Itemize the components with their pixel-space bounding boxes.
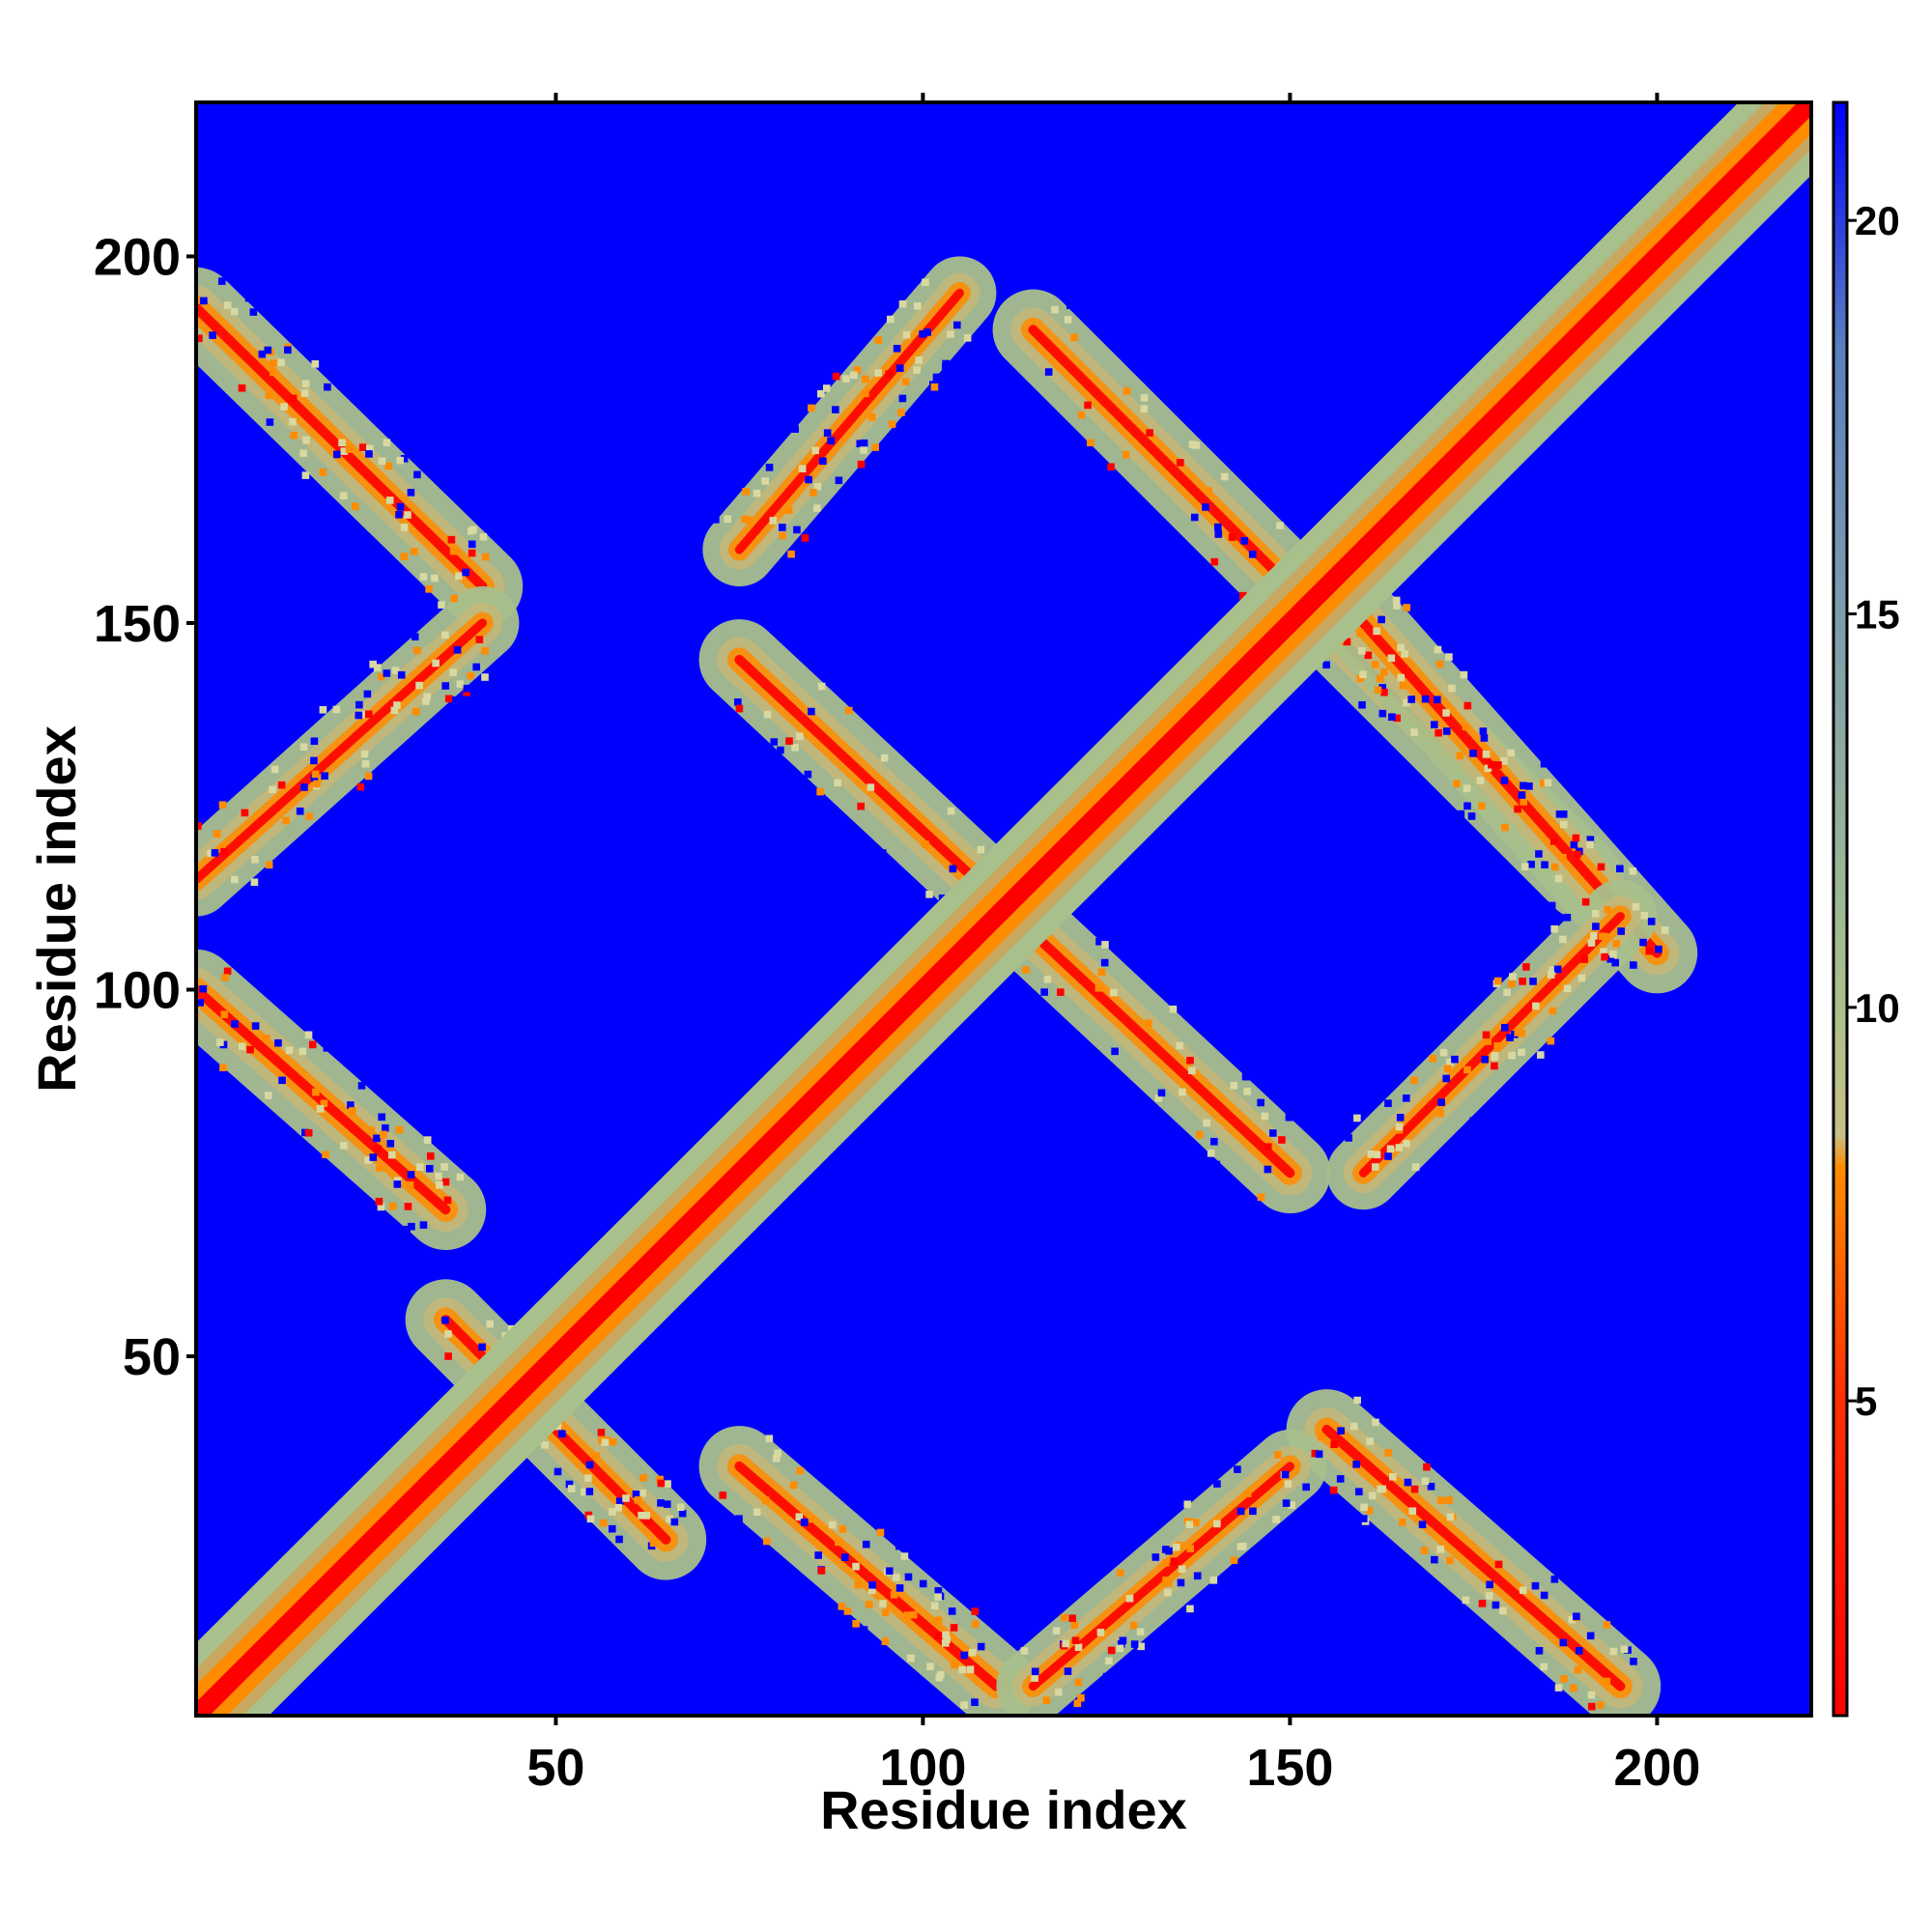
- y-tick-label-0: 50: [123, 1328, 181, 1386]
- x-axis-title: Residue index: [820, 1779, 1187, 1840]
- parallel-band-3-layer-3: [1358, 912, 1625, 1178]
- diagonal-layer-3: [196, 102, 1811, 1716]
- plot-frame: [194, 100, 1813, 1718]
- colorbar-tick-label-2: 15: [1855, 592, 1900, 638]
- x-tick-label-0: 50: [526, 1739, 584, 1797]
- y-tick-label-3: 200: [94, 228, 181, 286]
- x-tick-label-1: 100: [879, 1739, 966, 1797]
- colorbar-tick-label-1: 10: [1855, 985, 1900, 1031]
- antiparallel-band-6-layer-3: [1321, 1424, 1626, 1691]
- colorbar-tick-label-0: 5: [1855, 1378, 1877, 1424]
- y-axis-title: Residue index: [26, 725, 87, 1093]
- band-speckles: [196, 276, 1669, 1711]
- x-tick-label-3: 200: [1613, 1739, 1700, 1797]
- colorbar-axis: 5 10 15 20: [1847, 198, 1900, 1424]
- colorbar: [1832, 100, 1849, 1718]
- colorbar-gradient: [1832, 100, 1849, 1718]
- x-axis: 50 100 150 200: [526, 93, 1700, 1797]
- colorbar-tick-label-3: 20: [1855, 198, 1900, 243]
- antiparallel-band-5-layer-3: [734, 1461, 1002, 1691]
- antiparallel-band-0-layer-3: [196, 302, 488, 592]
- y-tick-label-2: 150: [94, 595, 181, 653]
- y-tick-label-1: 100: [94, 962, 181, 1020]
- x-tick-label-2: 150: [1246, 1739, 1333, 1797]
- plot-area: [196, 102, 1811, 1716]
- y-axis: 50 100 150 200: [94, 228, 196, 1386]
